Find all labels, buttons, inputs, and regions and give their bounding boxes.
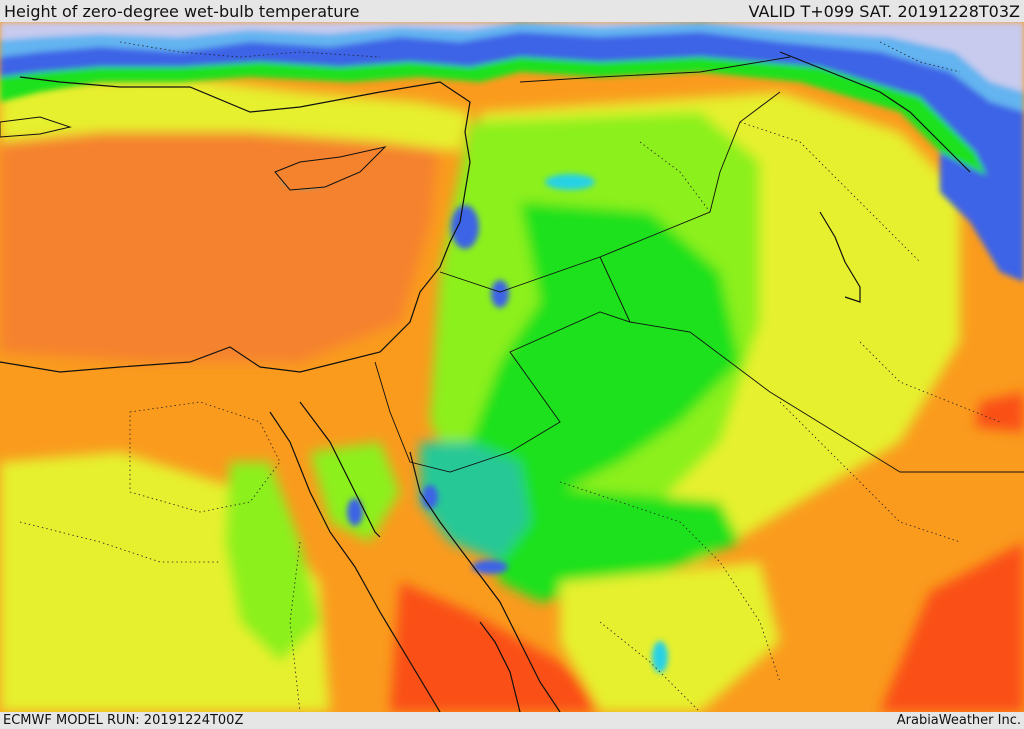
- header-bar: Height of zero-degree wet-bulb temperatu…: [0, 0, 1024, 22]
- lavender-sea: [0, 22, 1024, 92]
- red-orange-south: [390, 582, 620, 712]
- footer-bar: ECMWF MODEL RUN: 20191224T00Z ArabiaWeat…: [0, 712, 1024, 729]
- model-run-label: ECMWF MODEL RUN: 20191224T00Z: [3, 713, 244, 728]
- coastlines: [0, 51, 971, 712]
- blue-sinai-spot: [347, 498, 363, 526]
- weather-map[interactable]: [0, 22, 1024, 712]
- lime-nile-region: [225, 462, 320, 662]
- blue-jordan-spot: [491, 280, 509, 308]
- blue-lebanon-spot: [451, 205, 479, 249]
- blue-hejaz-spot: [472, 560, 508, 574]
- admin-borders: [19, 41, 1001, 712]
- cyprus-outline: [274, 146, 387, 191]
- yellow-north-coast: [0, 77, 470, 152]
- cyan-syria-spot: [545, 174, 595, 190]
- cyan-south-spot: [652, 641, 668, 673]
- blue-zagros: [940, 152, 1024, 282]
- map-canvas: [0, 22, 1024, 712]
- red-orange-southeast: [880, 542, 1024, 712]
- blue-red-sea-spot: [422, 485, 438, 509]
- red-orange-east-spot: [975, 392, 1024, 432]
- yellow-south-central: [560, 562, 780, 712]
- yellow-southwest: [0, 562, 300, 712]
- crete-outline: [0, 116, 72, 138]
- green-south-band: [470, 482, 740, 602]
- map-title: Height of zero-degree wet-bulb temperatu…: [4, 2, 360, 21]
- valid-time-label: VALID T+099 SAT. 20191228T03Z: [748, 2, 1020, 21]
- credit-label: ArabiaWeather Inc.: [896, 713, 1021, 728]
- green-core: [470, 202, 740, 502]
